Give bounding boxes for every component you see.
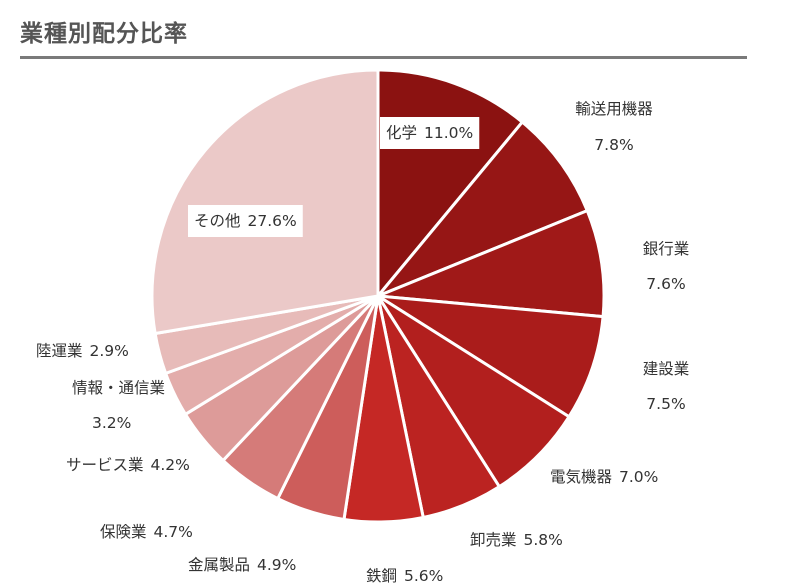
slice-label-4: 建設業 7.5%: [643, 360, 690, 413]
slice-name: 卸売業: [470, 531, 517, 549]
slice-label-6: 卸売業 5.8%: [470, 531, 563, 549]
slice-name: その他: [194, 212, 241, 230]
slice-value: 4.9%: [257, 556, 296, 574]
slice-name: 電気機器: [550, 468, 613, 486]
title-underline: [20, 56, 747, 59]
slice-value: 5.6%: [404, 567, 443, 585]
slice-label-10: サービス業 4.2%: [66, 456, 190, 474]
slice-value: 7.5%: [646, 395, 685, 413]
chart-title: 業種別配分比率: [20, 21, 188, 47]
slice-value: 4.2%: [151, 456, 190, 474]
slice-label-2: 輸送用機器 7.8%: [575, 100, 653, 154]
slice-label-box: [188, 205, 303, 237]
slice-name: サービス業: [66, 456, 144, 474]
slice-name: 鉄鋼: [366, 567, 397, 585]
pie-slices: [150, 68, 606, 524]
slice-name: 建設業: [643, 360, 690, 378]
pie-slice-4: [376, 294, 605, 419]
slice-name: 情報・通信業: [72, 379, 165, 397]
slice-label-1: 化学 11.0%: [380, 117, 480, 149]
slice-value: 7.0%: [619, 468, 658, 486]
slice-label-text: 鉄鋼 5.6%: [366, 567, 443, 585]
pie-slice-13: [150, 68, 380, 336]
slice-label-13: その他 27.6%: [188, 205, 303, 237]
slice-label-text: 陸運業 2.9%: [36, 342, 129, 360]
slice-name: 輸送用機器: [575, 100, 653, 118]
slice-label-5: 電気機器 7.0%: [550, 468, 658, 486]
slice-value: 5.8%: [524, 531, 563, 549]
slice-label-text: その他 27.6%: [194, 212, 297, 230]
slice-label-text: サービス業 4.2%: [66, 456, 190, 474]
slice-value: 3.2%: [92, 414, 131, 432]
pie-labels: 化学 11.0% 輸送用機器 7.8% 銀行業 7.6% 建設業 7.5% 電気機器 7.0% 卸売…: [36, 100, 689, 585]
slice-value: 7.6%: [646, 275, 685, 293]
slice-value: 11.0%: [424, 124, 473, 142]
slice-value: 4.7%: [154, 523, 193, 541]
slice-label-12: 陸運業 2.9%: [36, 342, 129, 360]
slice-name: 銀行業: [643, 240, 690, 258]
slice-name: 金属製品: [188, 556, 250, 574]
slice-label-3: 銀行業 7.6%: [643, 240, 690, 293]
slice-label-box: [380, 117, 480, 149]
slice-value: 7.8%: [594, 136, 633, 154]
slice-label-text: 化学 11.0%: [386, 124, 473, 142]
slice-value: 27.6%: [248, 212, 297, 230]
slice-label-8: 金属製品 4.9%: [188, 556, 296, 574]
slice-name: 保険業: [100, 523, 147, 541]
slice-label-text: 電気機器 7.0%: [550, 468, 658, 486]
slice-label-11: 情報・通信業 3.2%: [72, 379, 165, 432]
pie-slice-2: [376, 120, 589, 298]
slice-label-text: 保険業 4.7%: [100, 523, 193, 541]
slice-label-9: 保険業 4.7%: [100, 523, 193, 541]
slice-label-text: 卸売業 5.8%: [470, 531, 563, 549]
slice-name: 化学: [386, 124, 417, 142]
slice-name: 陸運業: [36, 342, 83, 360]
slice-label-text: 金属製品 4.9%: [188, 556, 296, 574]
slice-value: 2.9%: [90, 342, 129, 360]
pie-slice-3: [376, 209, 606, 319]
slice-label-7: 鉄鋼 5.6%: [366, 567, 443, 585]
